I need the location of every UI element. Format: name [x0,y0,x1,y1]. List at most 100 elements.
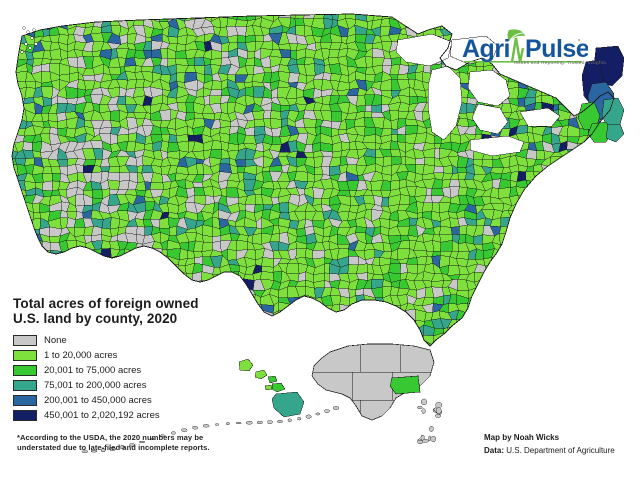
county-polygon[interactable] [134,65,143,73]
county-polygon[interactable] [592,204,606,213]
county-polygon[interactable] [510,287,517,297]
county-polygon[interactable] [422,17,436,30]
alaska-borough[interactable] [359,344,401,373]
county-polygon[interactable] [288,326,299,337]
county-polygon[interactable] [600,19,612,28]
county-polygon[interactable] [510,216,519,230]
county-polygon[interactable] [550,211,563,221]
county-polygon[interactable] [523,188,538,198]
county-polygon[interactable] [321,304,334,312]
county-polygon[interactable] [261,256,275,268]
county-polygon[interactable] [178,248,189,261]
county-polygon[interactable] [566,201,580,213]
county-polygon[interactable] [8,26,18,36]
county-polygon[interactable] [608,19,620,31]
county-polygon[interactable] [16,278,28,291]
county-polygon[interactable] [517,334,529,344]
county-polygon[interactable] [560,265,572,274]
county-polygon[interactable] [592,194,606,206]
county-polygon[interactable] [603,218,612,226]
county-polygon[interactable] [534,287,547,299]
county-polygon[interactable] [8,219,18,227]
county-polygon[interactable] [523,70,538,84]
county-polygon[interactable] [533,310,547,322]
county-polygon[interactable] [15,255,24,265]
county-polygon[interactable] [109,265,120,275]
county-polygon[interactable] [272,333,279,343]
county-polygon[interactable] [515,281,527,289]
county-polygon[interactable] [498,278,511,289]
county-polygon[interactable] [8,257,18,267]
county-polygon[interactable] [202,186,214,197]
county-polygon[interactable] [567,281,579,288]
county-polygon[interactable] [575,164,588,176]
county-polygon[interactable] [609,204,620,212]
county-polygon[interactable] [109,109,120,122]
county-polygon[interactable] [118,279,129,291]
county-polygon[interactable] [550,12,562,19]
county-polygon[interactable] [552,265,562,276]
county-polygon[interactable] [323,327,331,336]
county-polygon[interactable] [536,213,543,220]
county-polygon[interactable] [441,12,453,22]
county-polygon[interactable] [608,209,620,220]
county-polygon[interactable] [414,186,427,197]
county-polygon[interactable] [109,278,121,290]
county-polygon[interactable] [593,209,605,220]
county-polygon[interactable] [549,309,561,320]
county-polygon[interactable] [566,86,580,98]
county-polygon[interactable] [525,218,537,226]
county-polygon[interactable] [525,286,537,299]
county-polygon[interactable] [515,286,530,297]
county-polygon[interactable] [253,342,262,350]
county-polygon[interactable] [74,262,88,273]
county-polygon[interactable] [66,257,77,267]
county-polygon[interactable] [133,264,147,273]
county-polygon[interactable] [382,155,392,167]
county-polygon[interactable] [254,333,265,345]
county-polygon[interactable] [81,256,92,266]
county-polygon[interactable] [509,309,520,322]
county-polygon[interactable] [382,304,394,313]
county-polygon[interactable] [127,132,137,143]
county-polygon[interactable] [568,78,580,90]
county-polygon[interactable] [549,240,563,252]
county-polygon[interactable] [611,281,620,291]
county-polygon[interactable] [584,218,597,229]
county-polygon[interactable] [261,265,275,273]
county-polygon[interactable] [468,309,478,320]
county-polygon[interactable] [600,327,614,335]
county-polygon[interactable] [439,18,453,30]
county-polygon[interactable] [508,324,520,337]
county-polygon[interactable] [516,225,527,235]
county-polygon[interactable] [285,262,300,275]
county-polygon[interactable] [576,255,588,269]
county-polygon[interactable] [600,204,613,213]
county-polygon[interactable] [518,304,526,314]
county-polygon[interactable] [481,158,493,168]
county-polygon[interactable] [578,173,588,181]
county-polygon[interactable] [569,303,579,315]
county-polygon[interactable] [601,286,614,297]
county-polygon[interactable] [586,164,598,176]
county-polygon[interactable] [41,265,54,276]
county-polygon[interactable] [65,285,79,296]
county-polygon[interactable] [366,303,377,312]
county-polygon[interactable] [388,263,402,274]
county-polygon[interactable] [31,280,43,289]
county-polygon[interactable] [533,325,546,334]
county-polygon[interactable] [91,234,103,242]
county-polygon[interactable] [525,212,538,220]
county-polygon[interactable] [523,194,538,206]
county-polygon[interactable] [600,209,611,220]
county-polygon[interactable] [475,309,485,320]
county-polygon[interactable] [569,258,579,269]
county-polygon[interactable] [498,287,513,298]
county-polygon[interactable] [507,232,521,242]
county-polygon[interactable] [74,257,88,267]
county-polygon[interactable] [74,270,85,284]
county-polygon[interactable] [8,86,19,97]
county-polygon[interactable] [374,325,382,336]
county-polygon[interactable] [186,280,198,292]
county-polygon[interactable] [558,94,567,106]
